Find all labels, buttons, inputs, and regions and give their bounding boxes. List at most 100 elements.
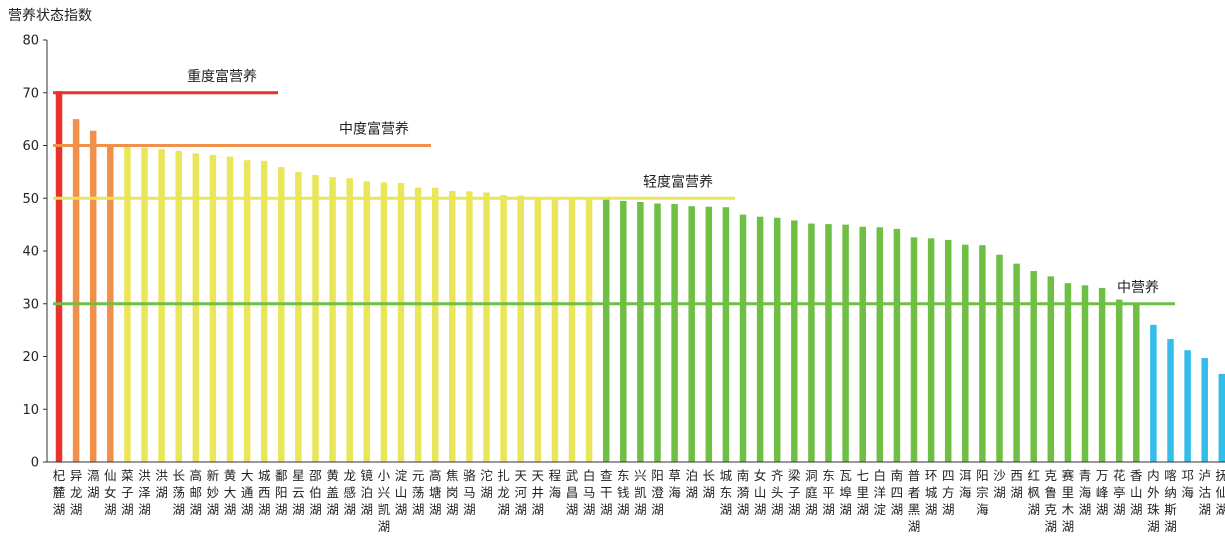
bar-滆湖: [89, 130, 97, 463]
bar-龙感湖: [346, 178, 353, 462]
y-tick-label: 0: [31, 456, 39, 471]
bar-克鲁克湖: [1047, 276, 1055, 462]
x-tick-label: 菜子湖: [121, 468, 134, 517]
x-tick-label: 龙感湖: [343, 468, 356, 517]
x-tick-label: 内外珠湖: [1147, 468, 1160, 534]
bar-星云湖: [295, 171, 302, 462]
bar-沱湖: [483, 192, 490, 462]
x-tick-label: 喀纳斯湖: [1164, 468, 1177, 534]
x-tick-label: 异龙湖: [70, 468, 83, 517]
x-tick-label: 梁子湖: [788, 468, 801, 517]
y-tick-label: 20: [22, 350, 39, 365]
y-tick-label: 40: [22, 245, 39, 260]
bar-黄盖湖: [329, 177, 336, 462]
x-tick-label: 黄盖湖: [326, 468, 339, 517]
bar-城东湖: [722, 207, 730, 462]
x-tick-label: 邛海: [1181, 468, 1194, 500]
bar-城西湖: [260, 160, 268, 463]
x-tick-label: 阳宗海: [976, 468, 989, 517]
x-tick-label: 元荡湖: [412, 468, 425, 517]
x-tick-label: 红枫湖: [1027, 468, 1040, 517]
x-tick-label: 洪湖: [155, 468, 168, 500]
x-tick-label: 南漪湖: [737, 468, 750, 517]
bar-程海: [551, 197, 559, 462]
x-tick-label: 焦岗湖: [446, 468, 459, 517]
x-tick-label: 查干湖: [600, 468, 613, 517]
y-axis-title: 营养状态指数: [8, 8, 92, 24]
reference-label: 重度富营养: [187, 68, 257, 85]
x-tick-label: 骆马湖: [463, 468, 476, 517]
x-tick-label: 女山湖: [754, 468, 767, 517]
y-tick-label: 60: [22, 139, 39, 154]
x-tick-label: 四方湖: [942, 468, 955, 517]
x-tick-label: 白马湖: [583, 468, 596, 517]
x-tick-label: 沱湖: [480, 468, 493, 500]
bar-抚仙湖: [1218, 373, 1225, 462]
x-tick-label: 普者黑湖: [908, 468, 921, 534]
x-tick-label: 洞庭湖: [805, 468, 818, 517]
x-tick-label: 鄱阳湖: [275, 468, 288, 517]
x-tick-label: 泊湖: [685, 468, 698, 500]
x-tick-label: 武昌湖: [566, 468, 579, 517]
x-tick-label: 仙女湖: [104, 468, 117, 517]
bar-七里湖: [859, 226, 866, 462]
x-tick-label: 草海: [668, 468, 681, 500]
x-tick-label: 城东湖: [720, 468, 733, 517]
x-axis-labels: 杞麓湖异龙湖滆湖仙女湖菜子湖洪泽湖洪湖长荡湖高邮湖新妙湖黄大湖大通湖城西湖鄱阳湖…: [53, 468, 1225, 534]
x-tick-label: 齐头湖: [771, 468, 784, 517]
bar-泸沽湖: [1201, 358, 1208, 462]
bar-南四湖: [893, 228, 901, 462]
y-tick-label: 70: [22, 86, 39, 101]
bar-阳宗海: [979, 245, 986, 462]
bar-阳澄湖: [654, 203, 661, 462]
x-tick-label: 杞麓湖: [53, 468, 66, 517]
x-tick-label: 抚仙湖: [1216, 468, 1225, 517]
x-tick-label: 东钱湖: [617, 468, 630, 517]
bar-普者黑湖: [910, 237, 918, 462]
x-tick-label: 镜泊湖: [361, 468, 374, 517]
x-tick-label: 天井湖: [532, 468, 545, 517]
x-tick-label: 天河湖: [514, 468, 527, 517]
x-tick-label: 程海: [549, 468, 562, 500]
y-tick-label: 10: [22, 403, 39, 418]
bar-草海: [671, 204, 678, 463]
bar-查干湖: [602, 198, 610, 462]
bar-香山湖: [1133, 303, 1140, 462]
x-tick-label: 黄大湖: [224, 468, 237, 517]
x-tick-label: 花亭湖: [1113, 468, 1126, 517]
bar-天井湖: [534, 197, 542, 462]
bar-新妙湖: [209, 154, 217, 462]
bar-齐头湖: [773, 217, 781, 462]
bar-邛海: [1184, 350, 1191, 462]
bar-白马湖: [585, 198, 593, 462]
x-tick-label: 洪泽湖: [138, 468, 151, 517]
bar-邵伯湖: [312, 175, 319, 463]
reference-label: 中营养: [1117, 280, 1159, 296]
x-tick-label: 洱海: [959, 468, 972, 500]
x-tick-label: 高塘湖: [429, 468, 442, 517]
x-tick-label: 克鲁克湖: [1045, 468, 1058, 534]
bar-东钱湖: [620, 200, 627, 462]
bar-小兴凯湖: [380, 182, 388, 463]
bar-大通湖: [243, 160, 251, 462]
bar-瓦埠湖: [842, 224, 849, 462]
x-tick-label: 赛里木湖: [1062, 468, 1075, 534]
bar-内外珠湖: [1150, 324, 1157, 462]
x-tick-label: 大通湖: [241, 468, 254, 517]
bar-泊湖: [688, 206, 695, 462]
bar-淀山湖: [397, 182, 405, 462]
x-tick-label: 西湖: [1010, 468, 1023, 500]
bar-鄱阳湖: [278, 167, 285, 462]
x-tick-label: 星云湖: [292, 468, 305, 517]
y-tick-label: 80: [22, 34, 39, 49]
x-tick-label: 南四湖: [891, 468, 904, 517]
x-tick-label: 东平湖: [822, 468, 835, 517]
bar-异龙湖: [72, 119, 80, 462]
x-tick-label: 阳澄湖: [651, 468, 664, 517]
bar-红枫湖: [1030, 271, 1037, 462]
x-tick-label: 兴凯湖: [634, 468, 647, 517]
x-tick-label: 瓦埠湖: [839, 468, 852, 517]
bar-东平湖: [825, 224, 832, 462]
